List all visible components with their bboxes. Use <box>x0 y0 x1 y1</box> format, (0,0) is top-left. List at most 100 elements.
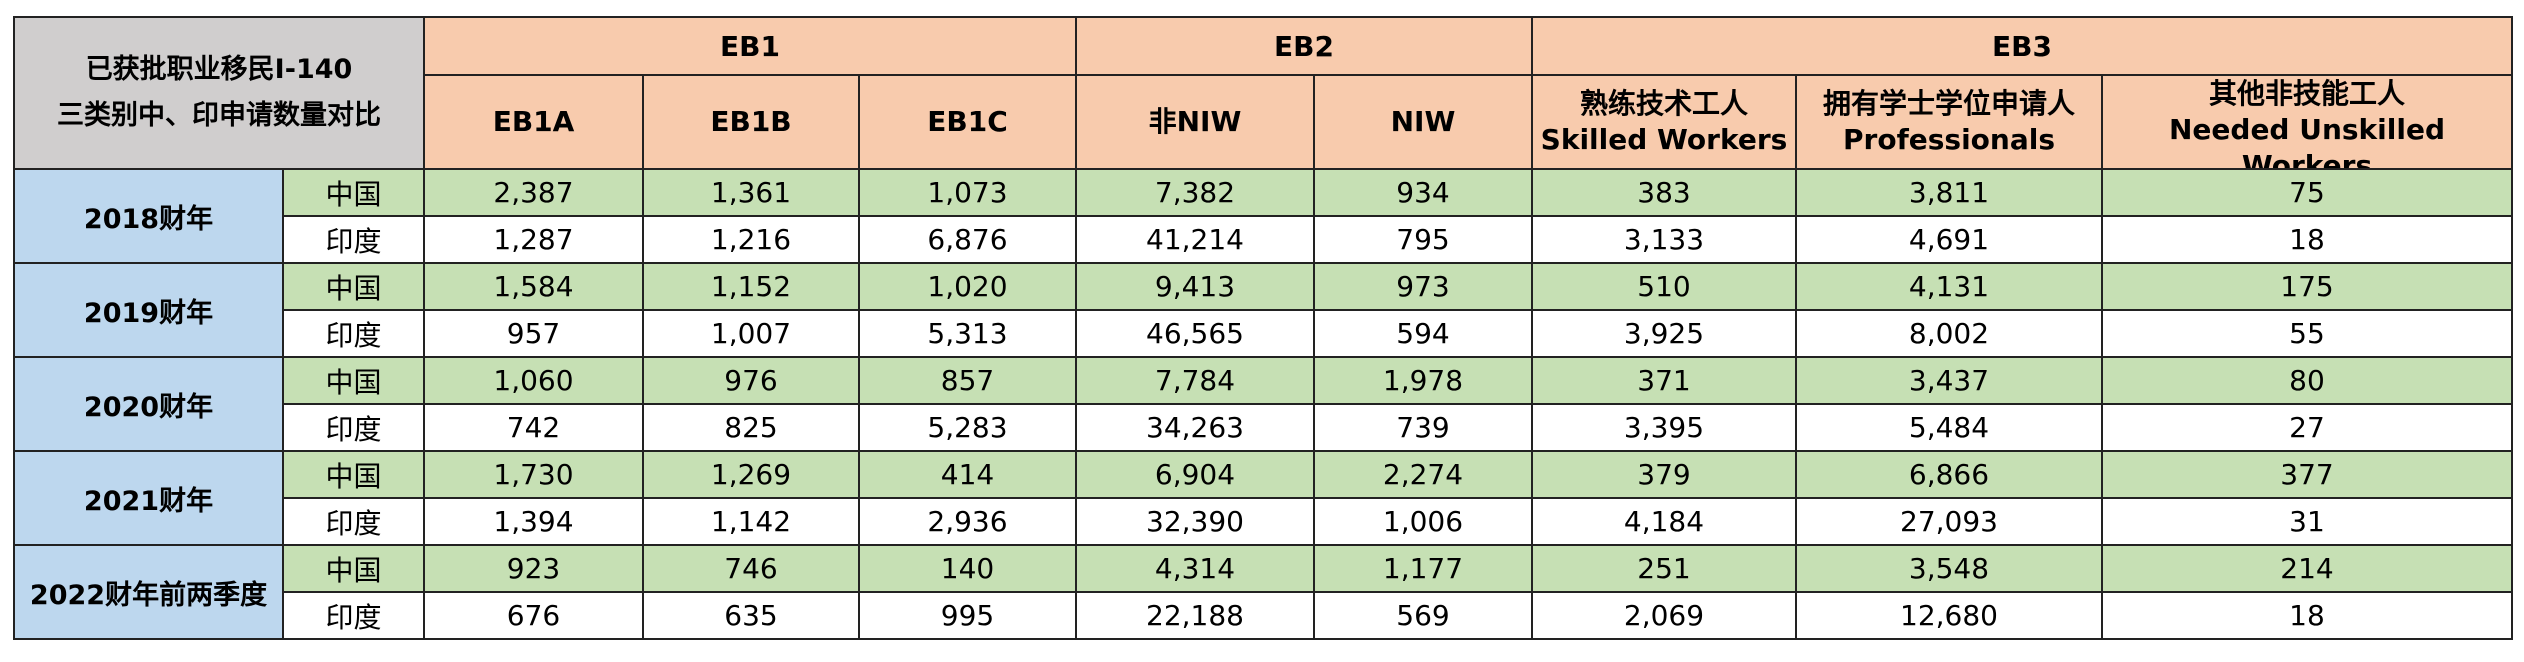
column-header-text: EB1B <box>645 104 857 140</box>
value-cell: 1,142 <box>642 497 860 546</box>
table-row: 2020财年 中国 1,060 976 857 7,784 1,978 371 3,437 80 <box>13 356 2513 452</box>
value-cell: 34,263 <box>1075 403 1315 452</box>
value-cell: 4,691 <box>1795 215 2103 264</box>
column-header-text: 其他非技能工人 Needed Unskilled Workers <box>2104 77 2510 168</box>
column-header-line: Needed Unskilled Workers <box>2168 113 2446 168</box>
column-header: 非NIW <box>1075 74 1315 170</box>
value-cell: 251 <box>1531 544 1797 593</box>
value-cell: 22,188 <box>1075 591 1315 640</box>
column-header-line: 其他非技能工人 <box>2208 77 2405 110</box>
column-header-text: 非NIW <box>1078 104 1312 140</box>
value-cell: 3,395 <box>1531 403 1797 452</box>
column-header-line: EB1C <box>927 105 1008 138</box>
column-header-line: 熟练技术工人 <box>1579 87 1748 120</box>
value-cell: 3,437 <box>1795 356 2103 405</box>
table-row: 2018财年 中国 2,387 1,361 1,073 7,382 934 383 3,811 7… <box>13 168 2513 264</box>
value-cell: 3,133 <box>1531 215 1797 264</box>
column-header: 熟练技术工人 Skilled Workers <box>1531 74 1797 170</box>
value-cell: 7,382 <box>1075 168 1315 217</box>
country-label: 印度 <box>282 403 425 452</box>
table-row: 印度 676 635 995 22,188 569 2,069 12,680 18 <box>14 591 2513 640</box>
value-cell: 1,978 <box>1313 356 1533 405</box>
value-cell: 1,007 <box>642 309 860 358</box>
value-cell: 1,394 <box>423 497 644 546</box>
value-cell: 18 <box>2101 215 2513 264</box>
value-cell: 1,152 <box>642 262 860 311</box>
value-cell: 5,313 <box>858 309 1077 358</box>
value-cell: 2,069 <box>1531 591 1797 640</box>
value-cell: 1,060 <box>423 356 644 405</box>
value-cell: 1,073 <box>858 168 1077 217</box>
column-header-text: 熟练技术工人 Skilled Workers <box>1534 86 1794 158</box>
value-cell: 825 <box>642 403 860 452</box>
column-header-text: EB1C <box>861 104 1074 140</box>
value-cell: 1,177 <box>1313 544 1533 593</box>
value-cell: 3,811 <box>1795 168 2103 217</box>
value-cell: 8,002 <box>1795 309 2103 358</box>
value-cell: 594 <box>1313 309 1533 358</box>
year-label: 2018财年 <box>13 168 284 264</box>
value-cell: 214 <box>2101 544 2513 593</box>
year-label: 2020财年 <box>13 356 284 452</box>
value-cell: 9,413 <box>1075 262 1315 311</box>
column-header-line: 拥有学士学位申请人 <box>1822 87 2075 120</box>
table-row: 印度 1,394 1,142 2,936 32,390 1,006 4,184 27,093 3… <box>14 497 2513 546</box>
value-cell: 2,387 <box>423 168 644 217</box>
value-cell: 923 <box>423 544 644 593</box>
value-cell: 140 <box>858 544 1077 593</box>
table-row: 印度 957 1,007 5,313 46,565 594 3,925 8,002 55 <box>14 309 2513 358</box>
value-cell: 4,184 <box>1531 497 1797 546</box>
country-label: 中国 <box>282 450 425 499</box>
column-header-text: 拥有学士学位申请人 Professionals <box>1798 86 2100 158</box>
country-label: 中国 <box>282 356 425 405</box>
group-header-eb2: EB2 <box>1075 16 1533 76</box>
column-header: 拥有学士学位申请人 Professionals <box>1795 74 2103 170</box>
value-cell: 18 <box>2101 591 2513 640</box>
table-row: 印度 742 825 5,283 34,263 739 3,395 5,484 27 <box>14 403 2513 452</box>
value-cell: 857 <box>858 356 1077 405</box>
value-cell: 6,904 <box>1075 450 1315 499</box>
value-cell: 41,214 <box>1075 215 1315 264</box>
i140-comparison-table: 已获批职业移民I-140 三类别中、印申请数量对比 EB1 EB2 EB3 EB… <box>13 16 2513 640</box>
column-header-line: Skilled Workers <box>1540 123 1788 156</box>
value-cell: 27 <box>2101 403 2513 452</box>
column-header: NIW <box>1313 74 1533 170</box>
value-cell: 3,925 <box>1531 309 1797 358</box>
value-cell: 635 <box>642 591 860 640</box>
value-cell: 46,565 <box>1075 309 1315 358</box>
column-header-line: NIW <box>1390 105 1456 138</box>
column-header: 其他非技能工人 Needed Unskilled Workers <box>2101 74 2513 170</box>
value-cell: 7,784 <box>1075 356 1315 405</box>
country-label: 印度 <box>282 497 425 546</box>
table-row: 2019财年 中国 1,584 1,152 1,020 9,413 973 510 4,131 1… <box>13 262 2513 358</box>
value-cell: 1,361 <box>642 168 860 217</box>
value-cell: 934 <box>1313 168 1533 217</box>
country-label: 印度 <box>282 591 425 640</box>
country-label: 中国 <box>282 262 425 311</box>
value-cell: 55 <box>2101 309 2513 358</box>
value-cell: 80 <box>2101 356 2513 405</box>
value-cell: 1,006 <box>1313 497 1533 546</box>
value-cell: 4,131 <box>1795 262 2103 311</box>
column-header: EB1B <box>642 74 860 170</box>
year-label: 2019财年 <box>13 262 284 358</box>
title-line: 三类别中、印申请数量对比 <box>57 100 381 131</box>
table-title: 已获批职业移民I-140 三类别中、印申请数量对比 <box>13 16 425 170</box>
value-cell: 377 <box>2101 450 2513 499</box>
column-header: EB1C <box>858 74 1077 170</box>
column-header-line: EB1A <box>492 105 575 138</box>
value-cell: 27,093 <box>1795 497 2103 546</box>
value-cell: 742 <box>423 403 644 452</box>
value-cell: 31 <box>2101 497 2513 546</box>
value-cell: 6,866 <box>1795 450 2103 499</box>
value-cell: 739 <box>1313 403 1533 452</box>
value-cell: 6,876 <box>858 215 1077 264</box>
table-row: 2022财年前两季度 中国 923 746 140 4,314 1,177 251 3,548 2… <box>13 544 2513 640</box>
year-label: 2022财年前两季度 <box>13 544 284 640</box>
value-cell: 75 <box>2101 168 2513 217</box>
country-label: 印度 <box>282 215 425 264</box>
value-cell: 569 <box>1313 591 1533 640</box>
value-cell: 2,936 <box>858 497 1077 546</box>
value-cell: 1,287 <box>423 215 644 264</box>
year-label: 2021财年 <box>13 450 284 546</box>
